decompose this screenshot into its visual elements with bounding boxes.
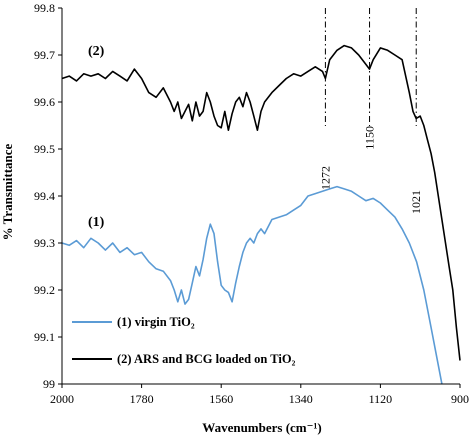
y-tick-label: 99.1 bbox=[34, 330, 55, 344]
annotation-label: 1272 bbox=[318, 166, 332, 190]
tick-labels-layer: 99 99.1 99.2 99.3 99.4 99.5 99.6 99.7 99.8 2000 17… bbox=[34, 1, 469, 406]
x-tick-label: 1340 bbox=[289, 392, 313, 406]
y-tick-label: 99 bbox=[43, 377, 55, 391]
x-tick-label: 1560 bbox=[209, 392, 233, 406]
axes-layer bbox=[58, 7, 461, 388]
y-tick-label: 99.5 bbox=[34, 142, 55, 156]
series-1-tag: (1) bbox=[88, 215, 105, 230]
y-tick-label: 99.6 bbox=[34, 95, 55, 109]
series-2-tag: (2) bbox=[88, 44, 105, 59]
x-tick-label: 1780 bbox=[130, 392, 154, 406]
legend: (1) virgin TiO₂ (2) ARS and BCG loaded o… bbox=[72, 315, 296, 366]
annotation-label: 1021 bbox=[409, 190, 423, 214]
x-tick-label: 1120 bbox=[369, 392, 393, 406]
legend-label-series-1: (1) virgin TiO₂ bbox=[117, 315, 195, 329]
y-tick-label: 99.4 bbox=[34, 189, 55, 203]
x-tick-label: 900 bbox=[451, 392, 469, 406]
annotation-label: 1150 bbox=[363, 126, 377, 150]
x-tick-label: 2000 bbox=[50, 392, 74, 406]
y-tick-label: 99.3 bbox=[34, 236, 55, 250]
series-layer bbox=[61, 44, 461, 385]
annotation-layer: 1272 1150 1021 bbox=[318, 8, 423, 214]
x-axis-label: Wavenumbers (cm⁻¹) bbox=[202, 420, 321, 435]
series-line-2 bbox=[61, 44, 461, 361]
legend-label-series-2: (2) ARS and BCG loaded on TiO₂ bbox=[117, 352, 296, 366]
y-tick-label: 99.8 bbox=[34, 1, 55, 15]
y-axis-label: % Transmittance bbox=[0, 143, 15, 240]
y-tick-label: 99.2 bbox=[34, 283, 55, 297]
y-tick-label: 99.7 bbox=[34, 48, 55, 62]
series-line-1 bbox=[61, 185, 443, 385]
